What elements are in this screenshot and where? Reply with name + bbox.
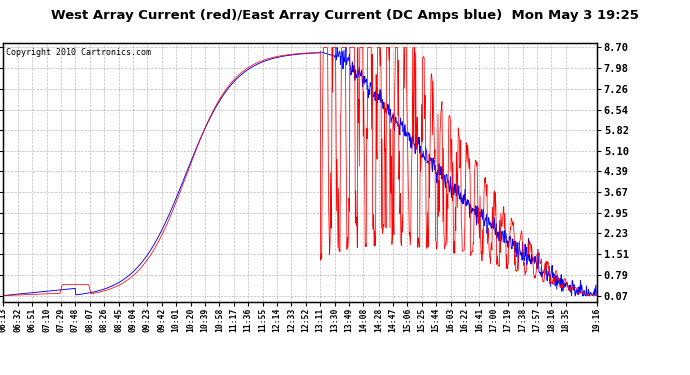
Text: West Array Current (red)/East Array Current (DC Amps blue)  Mon May 3 19:25: West Array Current (red)/East Array Curr… (51, 9, 639, 22)
Text: Copyright 2010 Cartronics.com: Copyright 2010 Cartronics.com (6, 48, 151, 57)
